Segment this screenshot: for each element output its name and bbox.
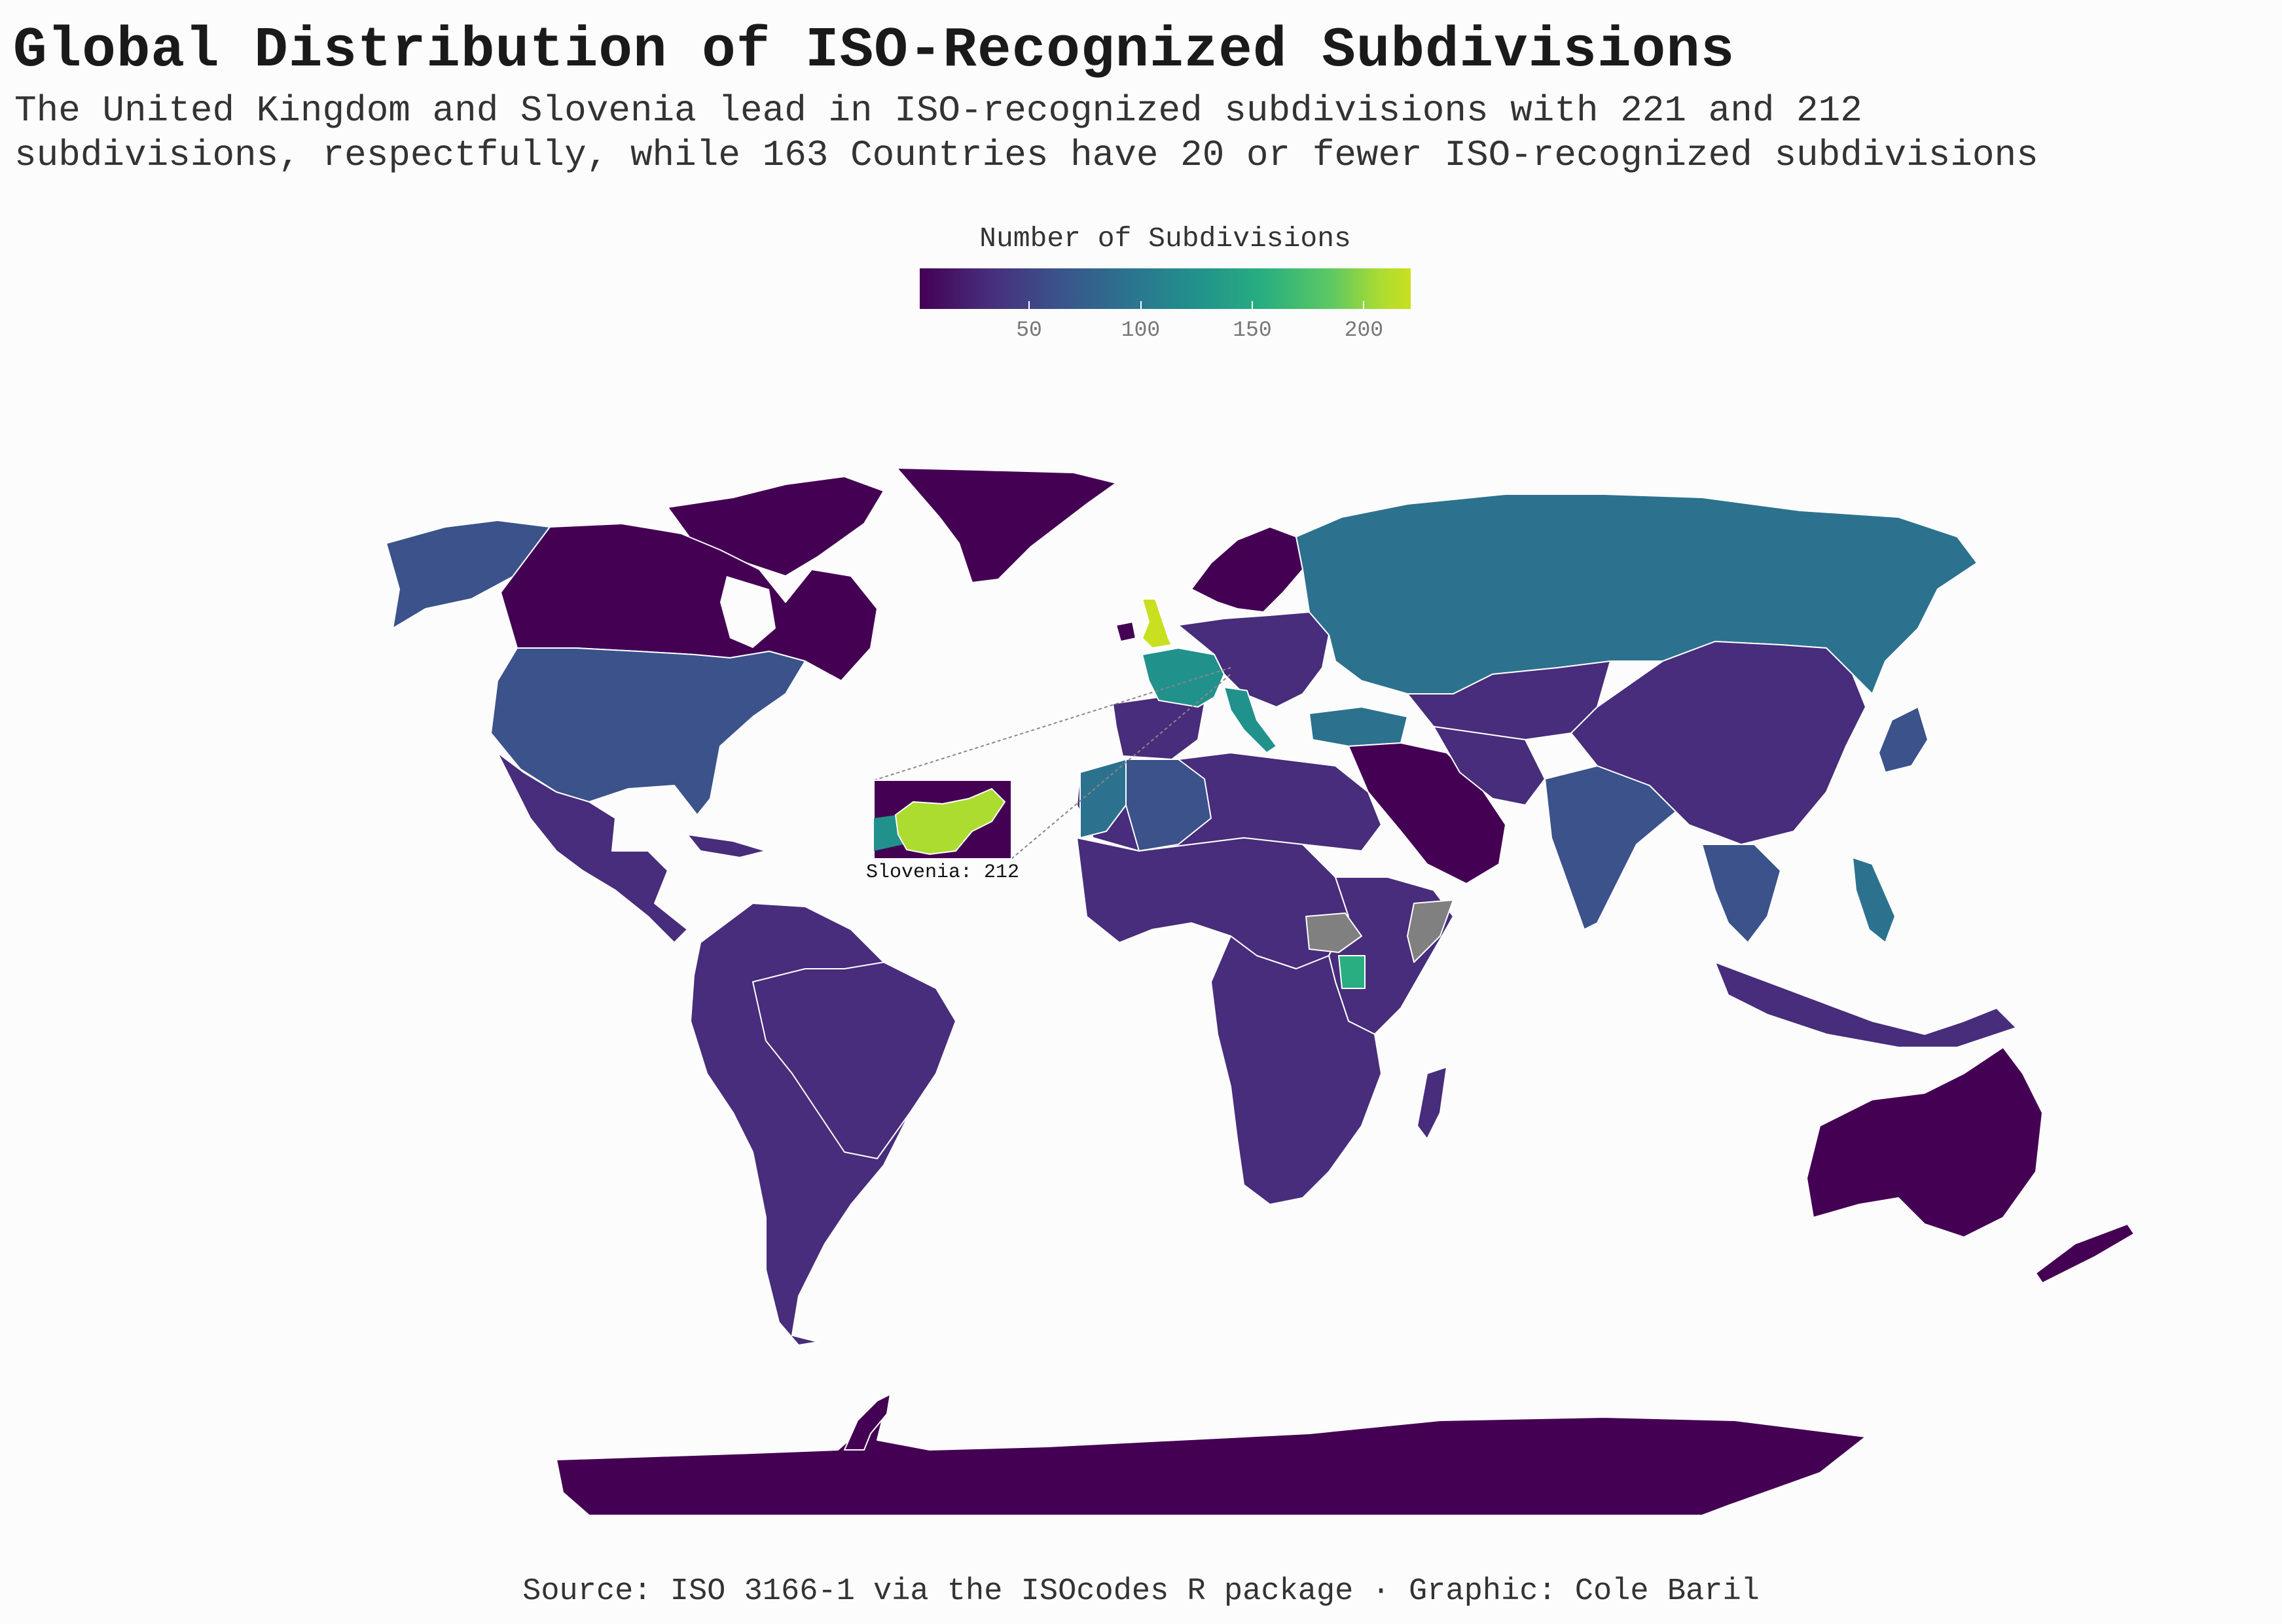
inset-leader-bottom (1011, 674, 1231, 859)
region-morocco (1079, 759, 1127, 839)
slovenia-inset: Slovenia: 212 (866, 667, 1231, 884)
inset-label: Slovenia: 212 (866, 861, 1019, 884)
region-italy (1223, 687, 1277, 753)
map-title: Global Distribution of ISO-Recognized Su… (13, 18, 1735, 82)
inset-slovenia-shape (894, 787, 1006, 856)
region-scandinavia (1191, 526, 1303, 613)
region-new-zealand (2035, 1223, 2135, 1284)
region-turkey (1309, 706, 1408, 747)
source-caption: Source: ISO 3166-1 via the ISOcodes R pa… (522, 1574, 1760, 1609)
region-caribbean (687, 834, 767, 858)
region-central-europe (1178, 611, 1330, 708)
region-china (1570, 641, 1866, 845)
region-alaska (386, 520, 551, 629)
region-iran (1433, 726, 1546, 806)
region-brazil (752, 962, 956, 1159)
map-subtitle: The United Kingdom and Slovenia lead in … (14, 88, 2038, 177)
legend-title: Number of Subdivisions (979, 223, 1351, 255)
subtitle-line-2: subdivisions, respectfully, while 163 Co… (14, 134, 2038, 176)
subtitle-line-1: The United Kingdom and Slovenia lead in … (14, 90, 1862, 132)
region-philippines (1852, 857, 1896, 943)
region-usa (490, 647, 806, 816)
region-west-central-africa (1076, 837, 1349, 969)
region-southeast-asia (1701, 844, 1781, 943)
region-somalia (1407, 899, 1454, 963)
region-france (1142, 647, 1225, 708)
legend-tick-label: 200 (1344, 318, 1384, 342)
region-south-sudan (1305, 912, 1362, 953)
legend-tick-label: 50 (1016, 318, 1042, 342)
region-greenland (896, 467, 1117, 583)
legend-tick-mark (1251, 301, 1253, 309)
color-legend: Number of Subdivisions 50 100 150 200 (920, 223, 1411, 342)
region-antarctic-peninsula (844, 1394, 891, 1451)
region-uganda (1338, 955, 1366, 989)
region-antarctica (556, 1413, 1866, 1516)
legend-tick-mark (1028, 301, 1030, 309)
region-iberia (1112, 696, 1205, 760)
region-southern-africa (1210, 935, 1382, 1205)
inset-neighbor (874, 815, 903, 851)
region-japan (1878, 706, 1929, 773)
region-australia (1806, 1047, 2043, 1238)
region-madagascar (1417, 1066, 1447, 1140)
legend-tick-mark (1140, 301, 1142, 309)
region-mexico (497, 752, 688, 943)
legend-colorbar (920, 268, 1411, 309)
region-ireland (1115, 621, 1136, 642)
region-russia (1295, 494, 1978, 695)
legend-tick-mark (1363, 301, 1365, 309)
legend-tick-label: 100 (1121, 318, 1161, 342)
legend-tick-label: 150 (1233, 318, 1272, 342)
region-indonesia (1714, 962, 2017, 1048)
region-united-kingdom (1142, 598, 1172, 649)
region-algeria (1125, 759, 1212, 852)
